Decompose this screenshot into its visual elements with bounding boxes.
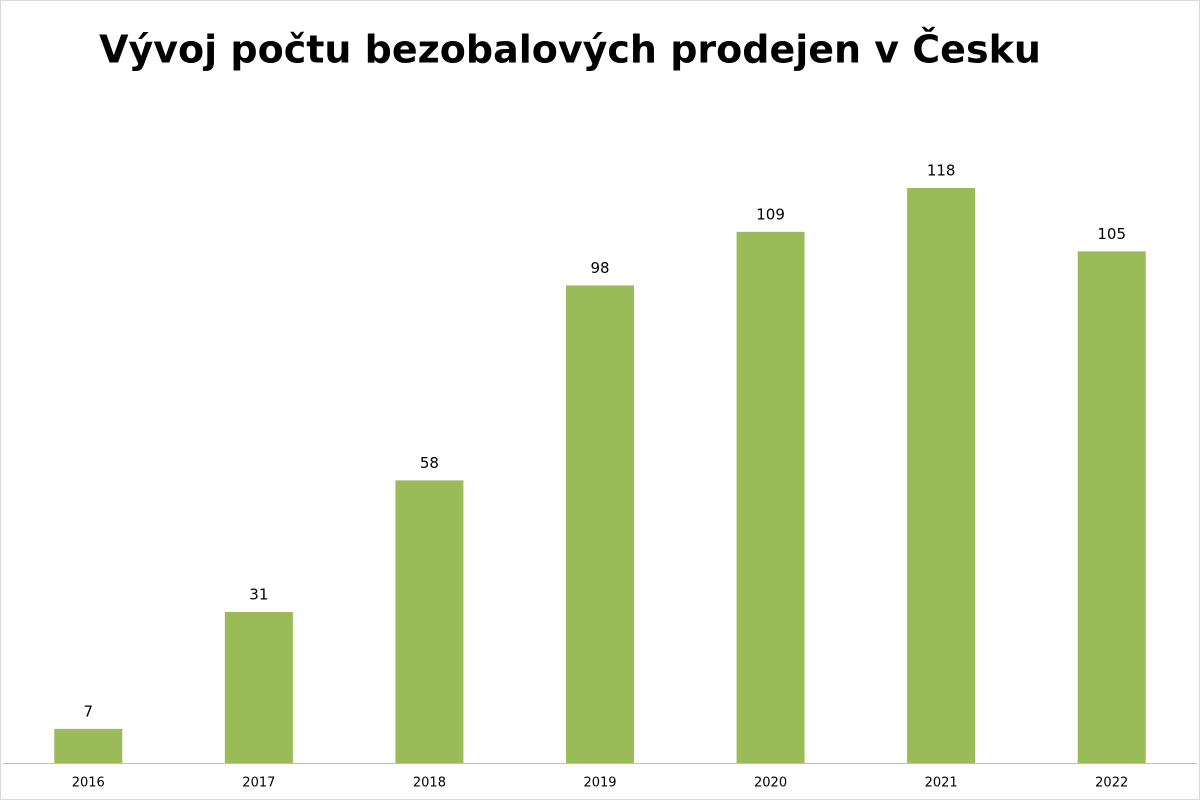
x-tick-label: 2022: [1095, 776, 1128, 791]
bar: [736, 231, 805, 763]
bar: [1077, 251, 1146, 763]
x-tick-label: 2019: [583, 776, 616, 791]
bar: [224, 611, 293, 763]
x-tick-label: 2017: [242, 776, 275, 791]
x-tick-label: 2018: [413, 776, 446, 791]
value-label: 105: [1097, 225, 1126, 243]
value-label: 98: [590, 259, 609, 277]
x-tick-label: 2016: [72, 776, 105, 791]
value-label: 118: [927, 162, 956, 180]
value-label: 7: [84, 702, 94, 720]
x-tick-label: 2020: [754, 776, 787, 791]
bar: [907, 188, 976, 763]
value-label: 109: [756, 205, 785, 223]
value-label: 31: [249, 585, 268, 603]
bar: [54, 728, 123, 763]
x-tick-label: 2021: [925, 776, 958, 791]
value-label: 58: [420, 454, 439, 472]
bar: [395, 480, 464, 763]
chart-title: Vývoj počtu bezobalových prodejen v Česk…: [99, 28, 1041, 72]
bar: [566, 285, 634, 763]
